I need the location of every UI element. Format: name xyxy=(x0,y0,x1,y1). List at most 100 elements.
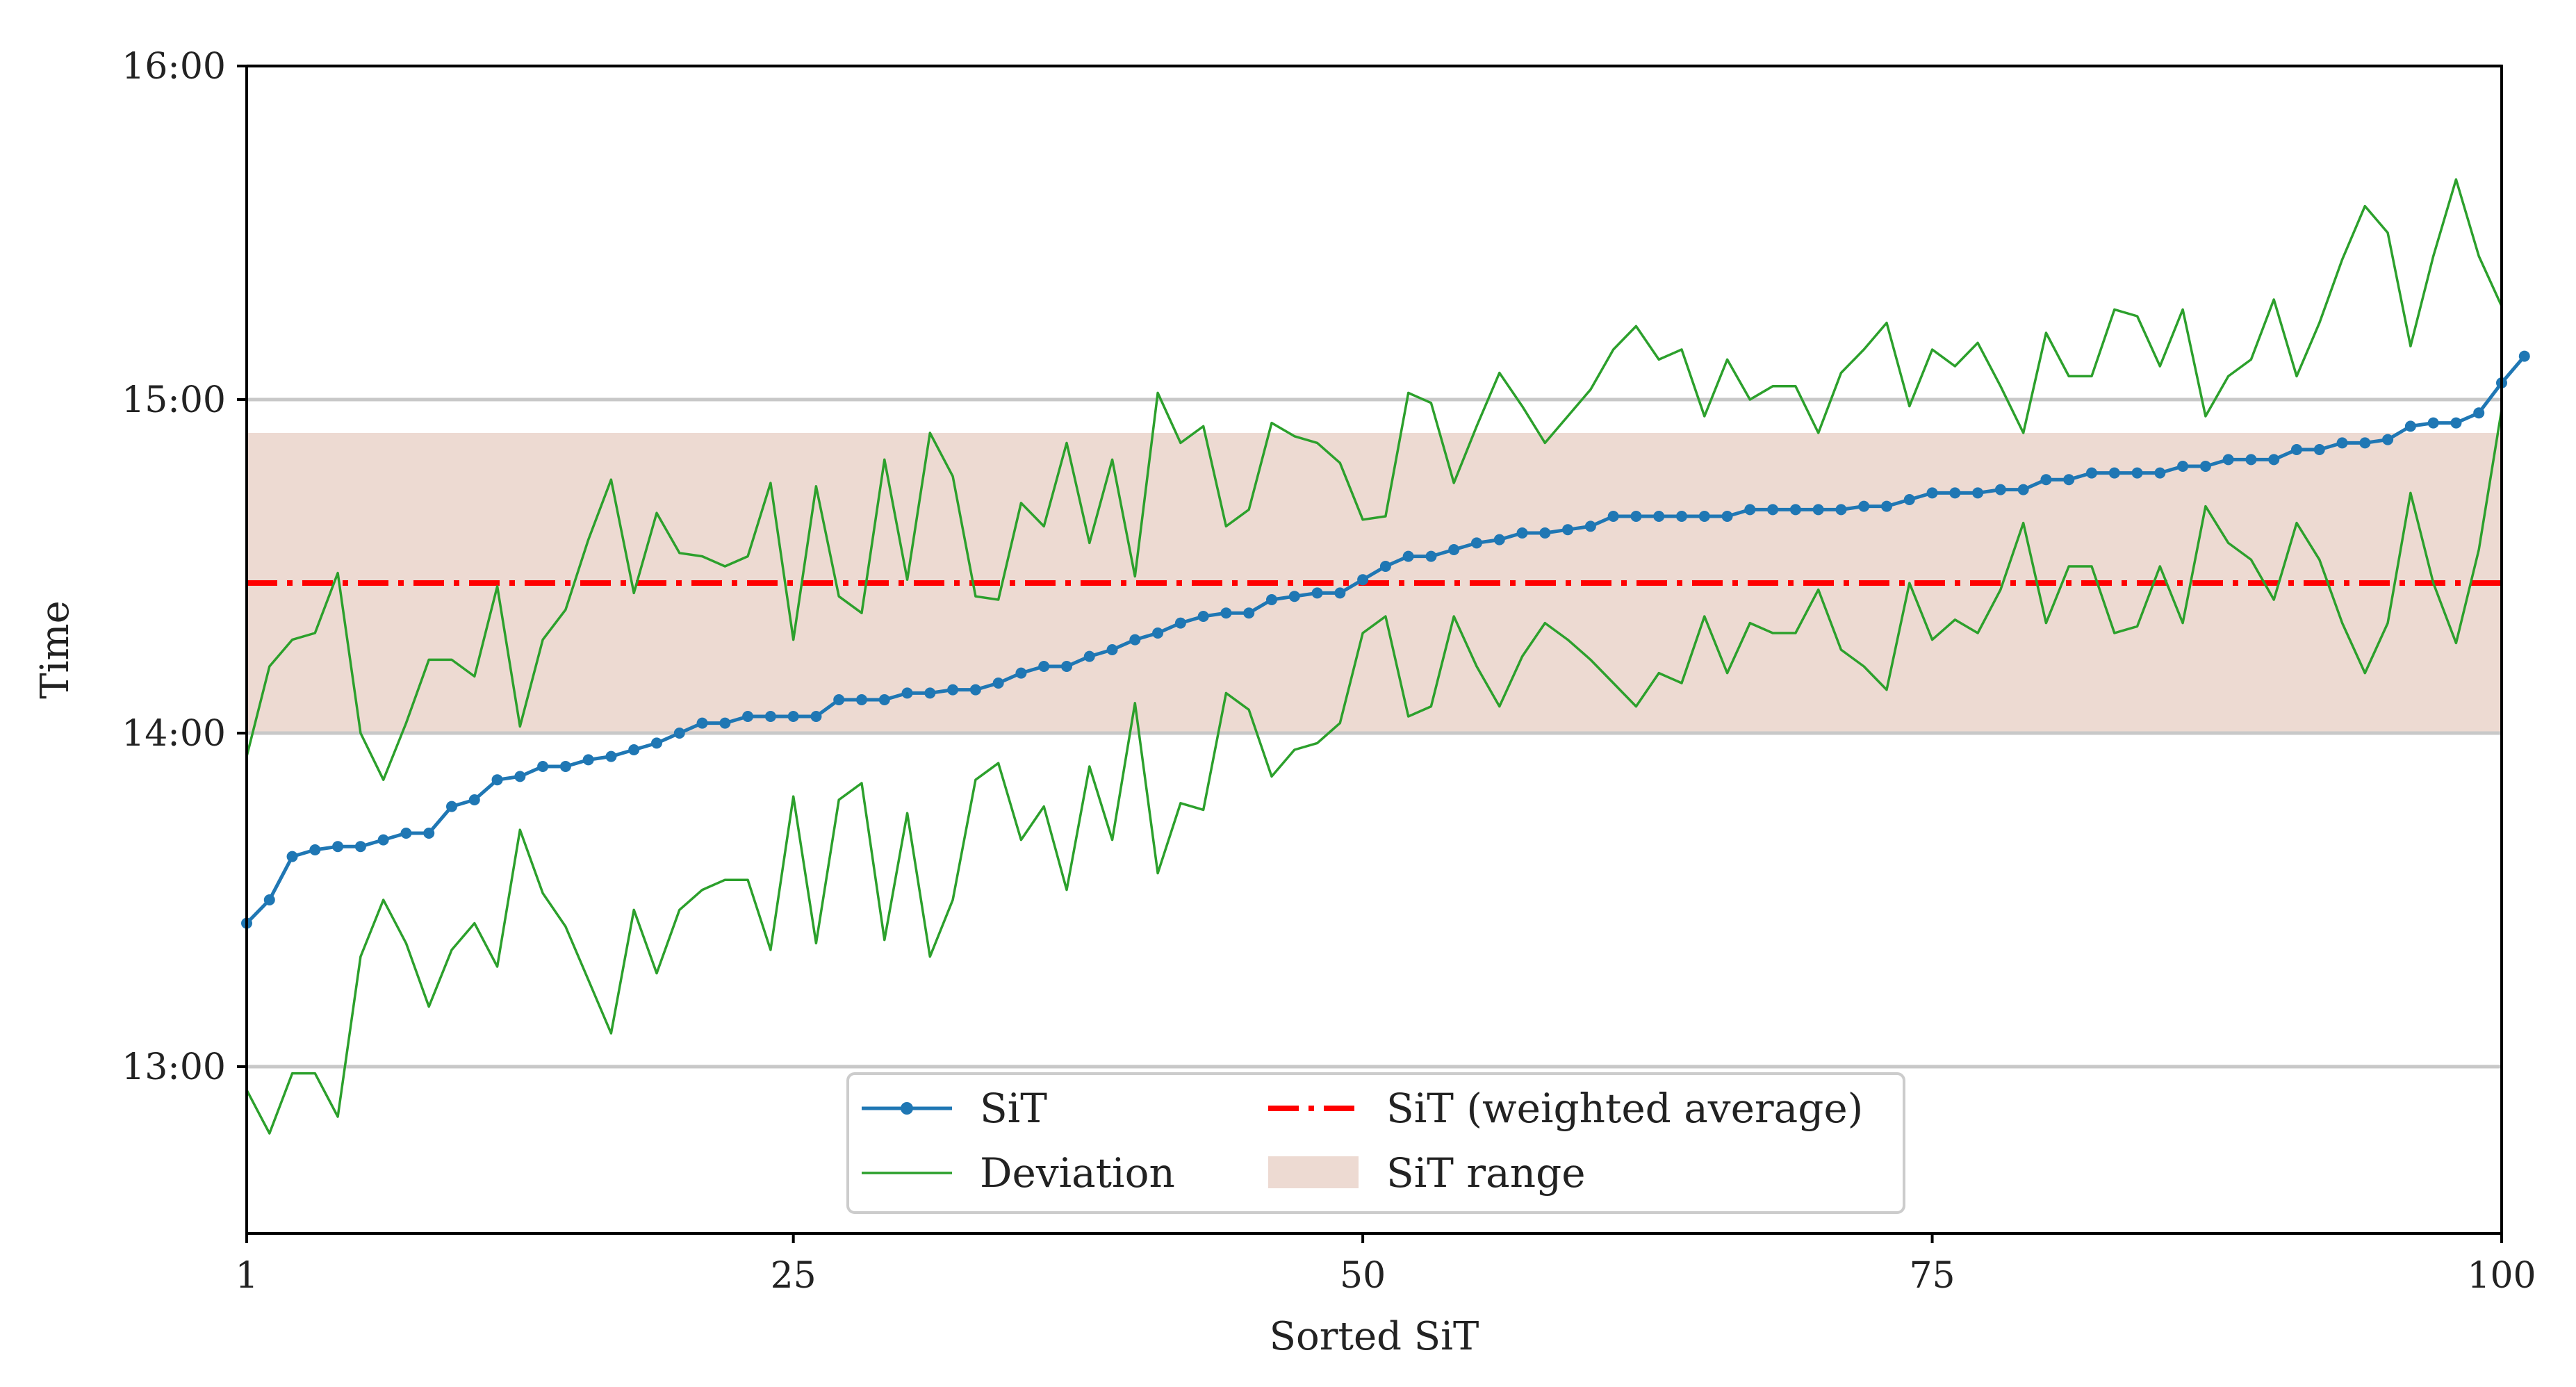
sit-point xyxy=(2268,454,2280,466)
sit-point xyxy=(491,774,503,786)
deviation-upper-line xyxy=(245,178,2503,781)
sit-point xyxy=(1174,617,1186,629)
sit-point xyxy=(2063,474,2075,486)
legend-label-average: SiT (weighted average) xyxy=(1386,1085,1863,1132)
sit-point xyxy=(1630,511,1642,522)
sit-point xyxy=(1288,591,1300,602)
deviation-lower-line xyxy=(245,409,2503,1135)
y-tick-label: 14:00 xyxy=(122,713,226,755)
sit-point xyxy=(2291,444,2302,455)
sit-point xyxy=(2131,467,2143,479)
sit-point xyxy=(1926,487,1938,499)
sit-point xyxy=(2427,417,2439,429)
sit-point xyxy=(1744,504,1756,516)
sit-point xyxy=(1607,511,1619,522)
legend-label-range: SiT range xyxy=(1386,1149,1586,1197)
x-tick-label: 50 xyxy=(1340,1255,1386,1297)
sit-point xyxy=(1334,587,1346,599)
sit-point xyxy=(1425,550,1437,562)
legend-range-swatch xyxy=(1268,1156,1359,1188)
sit-point xyxy=(1539,527,1551,539)
sit-point xyxy=(1858,500,1870,512)
sit-point xyxy=(628,744,640,755)
sit-point xyxy=(2359,437,2371,449)
sit-point xyxy=(446,801,457,812)
sit-point xyxy=(1220,607,1232,619)
x-tick-label: 25 xyxy=(771,1255,817,1297)
sit-point xyxy=(969,684,981,696)
sit-point xyxy=(901,687,913,699)
sit-point xyxy=(2245,454,2257,466)
sit-point xyxy=(673,728,685,739)
sit-point xyxy=(878,694,890,705)
sit-point xyxy=(924,687,936,699)
sit-point xyxy=(1402,550,1414,562)
sit-point xyxy=(1266,594,1277,605)
sit-point xyxy=(2199,461,2211,472)
sit-point xyxy=(2177,461,2189,472)
sit-point xyxy=(1835,504,1847,516)
sit-point xyxy=(1493,534,1505,545)
sit-points xyxy=(241,350,2530,929)
sit-point xyxy=(2473,407,2485,419)
sit-point xyxy=(1698,511,1710,522)
sit-point xyxy=(354,841,366,853)
sit-point xyxy=(1676,511,1687,522)
sit-point xyxy=(332,841,344,853)
y-axis-ticks: 13:00 14:00 15:00 16:00 xyxy=(122,46,247,1088)
sit-point xyxy=(1653,511,1665,522)
sit-point xyxy=(1038,661,1050,672)
sit-point xyxy=(1197,611,1209,622)
plot-area xyxy=(241,64,2530,1135)
sit-point xyxy=(1721,511,1733,522)
sit-point xyxy=(810,711,822,722)
sit-point xyxy=(1471,537,1482,549)
sit-point xyxy=(537,761,549,772)
y-tick-label: 13:00 xyxy=(122,1047,226,1088)
x-axis-ticks: 1 25 50 75 100 xyxy=(235,1233,2536,1297)
sit-point xyxy=(1994,484,2006,495)
sit-point xyxy=(1152,627,1164,639)
sit-point xyxy=(1903,494,1915,505)
legend-label-sit: SiT xyxy=(980,1085,1047,1132)
sit-point xyxy=(947,684,959,696)
y-tick-label: 15:00 xyxy=(122,379,226,421)
sit-point xyxy=(2017,484,2029,495)
sit-point xyxy=(1881,500,1892,512)
sit-point xyxy=(286,851,298,862)
sit-point xyxy=(1129,634,1141,646)
legend: SiT SiT (weighted average) Deviation SiT… xyxy=(846,1072,1905,1214)
legend-box xyxy=(846,1072,1905,1214)
axes-frame xyxy=(245,65,2503,1235)
sit-point xyxy=(2108,467,2120,479)
sit-point xyxy=(787,711,799,722)
sit-point xyxy=(1767,504,1779,516)
sit-point xyxy=(764,711,776,722)
sit-point xyxy=(719,717,731,729)
sit-point xyxy=(559,761,571,772)
sit-point xyxy=(2086,467,2097,479)
sit-point xyxy=(582,754,594,766)
sit-point xyxy=(1949,487,1961,499)
sit-point xyxy=(1015,667,1027,679)
sit-point xyxy=(1812,504,1824,516)
y-tick-label: 16:00 xyxy=(122,46,226,88)
sit-point xyxy=(423,828,435,839)
sit-point xyxy=(1311,587,1323,599)
sit-point xyxy=(742,711,754,722)
sit-point xyxy=(1584,520,1596,532)
sit-point xyxy=(1379,561,1391,572)
x-tick-label: 1 xyxy=(235,1255,258,1297)
sit-point xyxy=(468,794,480,805)
sit-point xyxy=(856,694,867,705)
sit-point xyxy=(400,828,412,839)
sit-point xyxy=(2336,437,2348,449)
sit-point xyxy=(651,737,662,749)
sit-point xyxy=(2222,454,2234,466)
sit-point xyxy=(605,750,617,762)
sit-point xyxy=(833,694,845,705)
sit-point xyxy=(2382,434,2394,445)
sit-point xyxy=(1106,644,1118,655)
sit-point xyxy=(377,834,389,846)
sit-point xyxy=(696,717,708,729)
